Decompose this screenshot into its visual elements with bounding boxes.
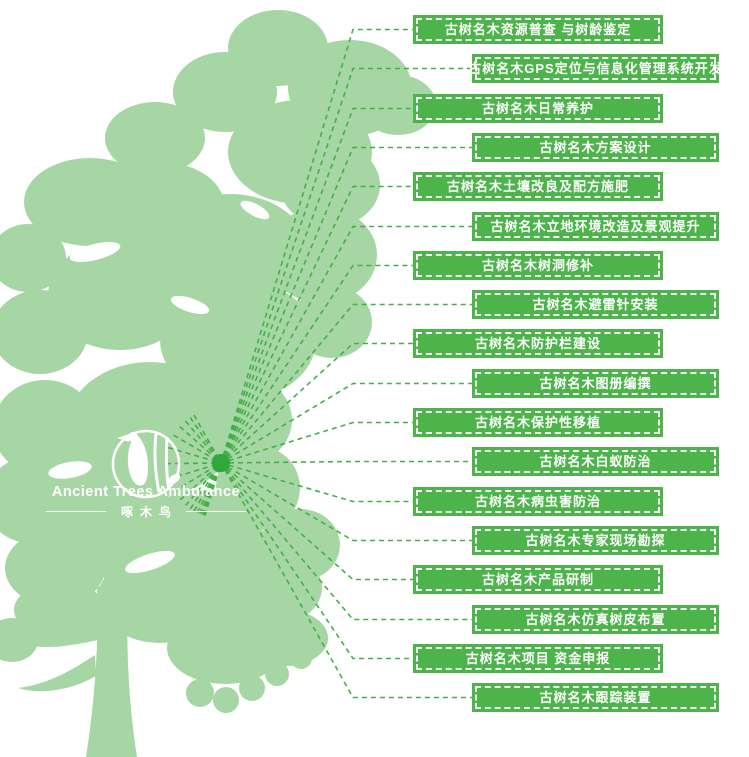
service-box: 古树名木避雷针安装 [472, 290, 719, 319]
connector-line [184, 420, 472, 621]
service-box: 古树名木防护栏建设 [413, 329, 663, 358]
connector-line [199, 146, 472, 515]
connector-line [173, 382, 472, 493]
hub-dot [212, 454, 230, 472]
logo-subtitle: 啄木鸟 [121, 505, 179, 519]
service-label: 古树名木保护性移植 [474, 415, 601, 430]
connector-line [179, 426, 413, 581]
service-label: 古树名木避雷针安装 [532, 297, 659, 312]
service-box: 古树名木病虫害防治 [413, 487, 663, 516]
service-label: 古树名木跟踪装置 [539, 690, 652, 705]
connector-line [189, 264, 413, 510]
service-box: 古树名木保护性移植 [413, 408, 663, 437]
service-label: 古树名木仿真树皮布置 [525, 612, 666, 627]
service-label: 古树名木立地环境改造及景观提升 [490, 219, 701, 234]
service-label: 古树名木树洞修补 [481, 258, 594, 273]
connector-line [193, 225, 472, 512]
connector-line [189, 416, 413, 660]
subtitle-rule-left [46, 510, 106, 513]
logo-title: Ancient Trees Ambulance [51, 484, 241, 500]
service-box: 古树名木方案设计 [472, 133, 719, 162]
connector-line [168, 421, 413, 480]
connector-line [165, 460, 472, 465]
service-box: 古树名木产品研制 [413, 565, 663, 594]
service-box: 古树名木树洞修补 [413, 251, 663, 280]
service-label: 古树名木病虫害防治 [474, 494, 601, 509]
service-label: 古树名木产品研制 [481, 572, 594, 587]
service-label: 古树名木白蚁防治 [539, 454, 652, 469]
service-label: 古树名木土壤改良及配方施肥 [446, 179, 629, 194]
service-label: 古树名木资源普查 与树龄鉴定 [444, 22, 632, 37]
connector-line [185, 303, 472, 506]
service-box: 古树名木跟踪装置 [472, 683, 719, 712]
service-box: 古树名木日常养护 [413, 94, 663, 123]
service-box: 古树名木仿真树皮布置 [472, 605, 719, 634]
service-box: 古树名木项目 资金申报 [413, 644, 663, 673]
connector-line [167, 446, 413, 503]
connector-line [202, 67, 472, 516]
connector-line [193, 414, 472, 699]
service-label: 古树名木方案设计 [539, 140, 652, 155]
service-box: 古树名木白蚁防治 [472, 447, 719, 476]
connector-line [196, 185, 413, 513]
service-box: 古树名木土壤改良及配方施肥 [413, 172, 663, 201]
connector-line [201, 107, 413, 515]
connector-rays [165, 28, 472, 699]
service-label: 古树名木图册编撰 [539, 376, 652, 391]
subtitle-rule-right [186, 510, 247, 513]
connector-line [173, 434, 472, 542]
tree-silhouette-icon [0, 10, 436, 757]
service-label: 古树名木日常养护 [481, 101, 594, 116]
service-box: 古树名木立地环境改造及景观提升 [472, 212, 719, 241]
service-label: 古树名木项目 资金申报 [465, 651, 611, 666]
logo-subtitle-row: 啄木鸟 [46, 503, 247, 520]
service-box: 古树名木图册编撰 [472, 369, 719, 398]
woodpecker-logo-icon [111, 429, 181, 499]
canopy-gap-accents [48, 149, 270, 574]
service-box: 古树名木资源普查 与树龄鉴定 [413, 15, 663, 44]
service-label: 古树名木GPS定位与信息化管理系统开发 [468, 61, 723, 76]
service-box: 古树名木专家现场勘探 [472, 526, 719, 555]
service-label: 古树名木防护栏建设 [474, 336, 601, 351]
connector-line [179, 342, 413, 501]
service-box: 古树名木GPS定位与信息化管理系统开发 [468, 54, 722, 83]
service-label: 古树名木专家现场勘探 [525, 533, 666, 548]
